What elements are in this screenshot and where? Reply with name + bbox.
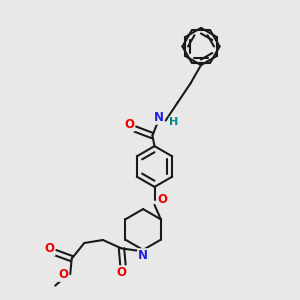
Text: O: O	[116, 266, 127, 279]
Text: O: O	[157, 193, 167, 206]
Text: O: O	[45, 242, 55, 256]
Text: N: N	[138, 249, 148, 262]
Text: N: N	[154, 111, 164, 124]
Text: O: O	[124, 118, 135, 131]
Text: H: H	[169, 117, 178, 127]
Text: O: O	[58, 268, 69, 281]
